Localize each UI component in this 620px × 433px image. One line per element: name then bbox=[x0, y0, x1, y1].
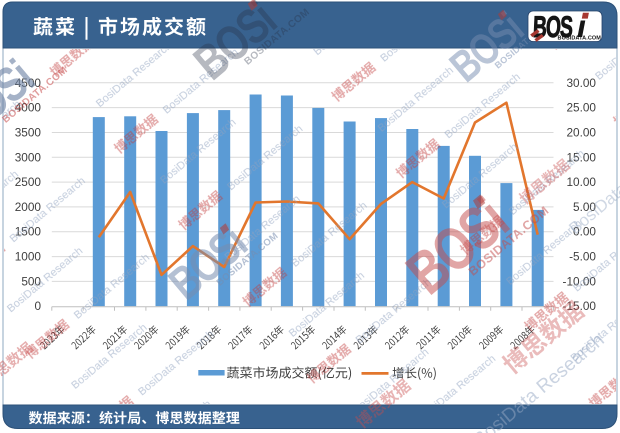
svg-text:BOSIDATA.COM: BOSIDATA.COM bbox=[558, 36, 602, 42]
